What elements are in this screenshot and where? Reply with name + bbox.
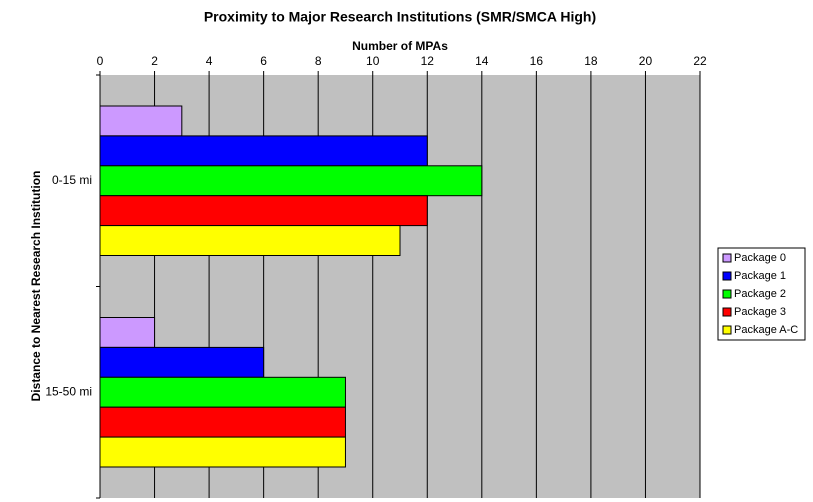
legend-swatch <box>722 253 732 263</box>
x-tick-label: 22 <box>693 54 707 68</box>
x-tick-label: 12 <box>421 54 435 68</box>
legend-box <box>717 247 806 341</box>
legend-swatch <box>722 307 732 317</box>
x-tick-label: 10 <box>366 54 380 68</box>
x-tick-label: 4 <box>206 54 213 68</box>
x-tick-label: 14 <box>475 54 489 68</box>
bar <box>99 317 156 348</box>
bar <box>99 105 183 137</box>
legend-swatch <box>722 325 732 335</box>
legend-label: Package 0 <box>734 252 786 264</box>
y-tick-label: 15-50 mi <box>45 384 92 398</box>
legend-swatch <box>722 289 732 299</box>
x-tick-label: 6 <box>260 54 267 68</box>
bar <box>99 346 265 378</box>
x-axis-label: Number of MPAs <box>352 39 448 53</box>
x-tick-label: 20 <box>639 54 653 68</box>
bar <box>99 376 346 408</box>
legend-label: Package 3 <box>734 306 786 318</box>
chart-title: Proximity to Major Research Institutions… <box>204 9 596 25</box>
x-tick-label: 0 <box>97 54 104 68</box>
legend-label: Package 1 <box>734 270 786 282</box>
bar <box>99 195 428 227</box>
y-axis-label: Distance to Nearest Research Institution <box>29 171 43 402</box>
bar <box>99 406 346 438</box>
bar <box>99 225 401 257</box>
bar <box>99 436 346 468</box>
bar <box>99 165 483 197</box>
legend-label: Package A-C <box>734 324 798 336</box>
x-tick-label: 18 <box>584 54 598 68</box>
x-tick-label: 8 <box>315 54 322 68</box>
legend-swatch <box>722 271 732 281</box>
x-tick-label: 2 <box>151 54 158 68</box>
bar <box>99 135 428 167</box>
y-tick-label: 0-15 mi <box>52 173 92 187</box>
legend-label: Package 2 <box>734 288 786 300</box>
x-tick-label: 16 <box>530 54 544 68</box>
